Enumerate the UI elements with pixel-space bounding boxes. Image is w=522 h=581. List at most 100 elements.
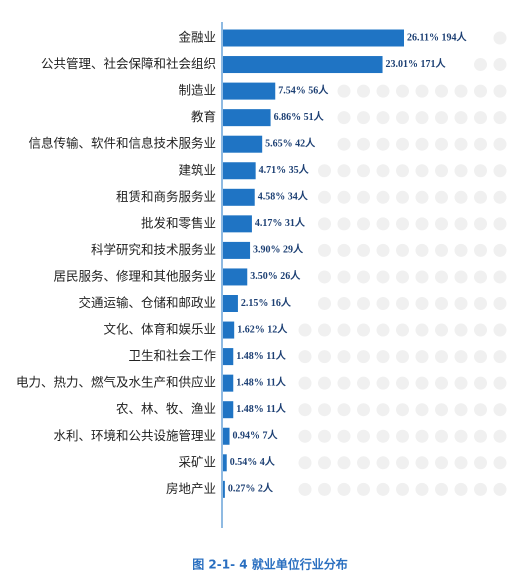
decor-icon [435, 217, 448, 231]
decor-icon [376, 270, 390, 284]
value-label: 2.15% 16人 [241, 296, 292, 309]
decor-icon [337, 350, 351, 364]
value-label: 4.71% 35人 [259, 163, 310, 176]
chart-caption: 图 2-1- 4 就业单位行业分布 [192, 557, 348, 572]
decor-icon [396, 137, 409, 151]
category-label: 租赁和商务服务业 [116, 189, 216, 204]
value-label: 1.48% 11人 [236, 402, 286, 415]
category-label: 信息传输、软件和信息技术服务业 [28, 136, 216, 151]
decor-icon [415, 270, 429, 284]
category-label: 房地产业 [166, 481, 216, 496]
decor-icon [454, 270, 468, 284]
decor-icon [474, 111, 487, 125]
decor-icon [493, 137, 507, 151]
decor-icon [435, 429, 448, 443]
value-label: 3.90% 29人 [253, 243, 304, 256]
decor-icon [298, 323, 312, 337]
decor-icon [396, 350, 409, 364]
decor-icon [435, 297, 448, 310]
decor-icon [454, 482, 468, 496]
decor-icon [298, 403, 312, 417]
decor-icon [493, 350, 507, 364]
decor-icon [435, 164, 448, 178]
decor-icon [396, 429, 409, 443]
decor-icon [474, 297, 487, 310]
decor-icon [474, 243, 487, 257]
decor-icon [493, 111, 507, 125]
bar [223, 188, 255, 206]
decor-icon [493, 429, 507, 443]
decor-icon [493, 243, 507, 257]
bar [223, 427, 230, 445]
value-label: 23.01% 171人 [386, 57, 447, 70]
decor-icon [435, 190, 448, 204]
decor-icon [298, 482, 312, 496]
decor-icon [357, 190, 370, 204]
decor-icon [474, 456, 487, 470]
decor-icon [357, 376, 370, 390]
value-label: 5.65% 42人 [265, 136, 316, 149]
bar [223, 215, 252, 233]
decor-icon [435, 323, 448, 337]
decor-icon [415, 137, 429, 151]
decor-icon [474, 217, 487, 231]
decor-icon [396, 84, 409, 98]
decor-icon [318, 270, 331, 284]
decor-icon [396, 111, 409, 125]
decor-icon [474, 323, 487, 337]
decor-icon [474, 137, 487, 151]
decor-icon [493, 31, 507, 45]
decor-icon [357, 243, 370, 257]
decor-icon [474, 270, 487, 284]
decor-icon [454, 297, 468, 310]
bar [223, 295, 238, 312]
decor-icon [493, 270, 507, 284]
category-label: 建筑业 [178, 162, 216, 177]
decor-icon [454, 376, 468, 390]
decor-icon [415, 376, 429, 390]
decor-icon [357, 482, 370, 496]
decor-icon [337, 323, 351, 337]
decor-icon [493, 376, 507, 390]
bar [223, 348, 234, 366]
decor-icon [376, 350, 390, 364]
decor-icon [435, 376, 448, 390]
decor-icon [474, 84, 487, 98]
decor-icon [318, 350, 331, 364]
decor-icon [396, 270, 409, 284]
decor-icon [357, 323, 370, 337]
decor-icon [318, 190, 331, 204]
decor-icon [376, 164, 390, 178]
bar [223, 401, 234, 419]
decor-icon [318, 297, 331, 310]
decor-icon [454, 403, 468, 417]
decor-icon [415, 217, 429, 231]
bar [223, 56, 383, 74]
decor-icon [415, 350, 429, 364]
value-label: 1.48% 11人 [236, 349, 286, 362]
value-label: 0.27% 2人 [228, 482, 274, 495]
decor-icon [318, 323, 331, 337]
category-label: 文化、体育和娱乐业 [103, 322, 216, 337]
decor-icon [318, 376, 331, 390]
bar [223, 374, 234, 392]
category-label: 批发和零售业 [141, 215, 216, 230]
decor-icon [454, 217, 468, 231]
decor-icon [396, 217, 409, 231]
decor-icon [493, 456, 507, 470]
decor-icon [337, 217, 351, 231]
decor-icon [357, 84, 370, 98]
decor-icon [454, 429, 468, 443]
decor-icon [454, 190, 468, 204]
decor-icon [357, 217, 370, 231]
decor-icon [337, 297, 351, 310]
decor-icon [298, 429, 312, 443]
background-decor [298, 31, 507, 496]
decor-icon [493, 297, 507, 310]
decor-icon [415, 403, 429, 417]
decor-icon [376, 323, 390, 337]
decor-icon [415, 164, 429, 178]
decor-icon [376, 137, 390, 151]
decor-icon [454, 243, 468, 257]
decor-icon [435, 456, 448, 470]
